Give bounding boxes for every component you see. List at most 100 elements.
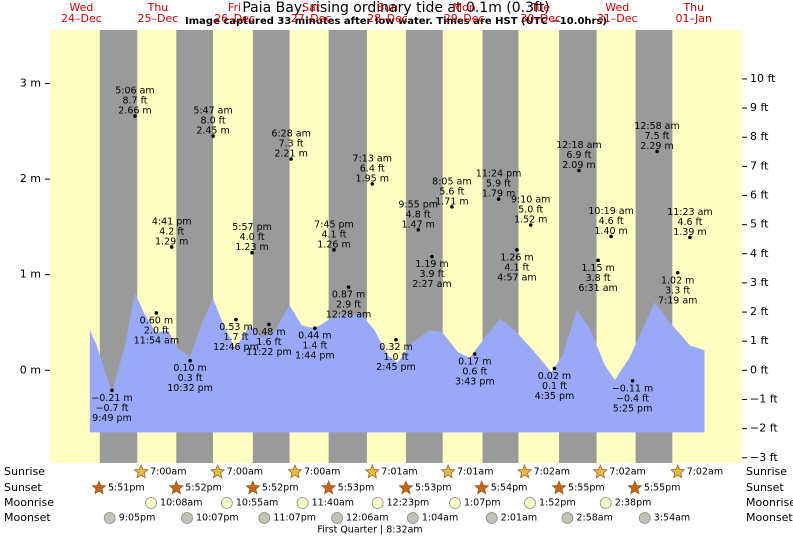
chart-title: Paia Bay: rising ordinary tide at 0.1m (…	[242, 0, 549, 16]
extreme-label: 11:54 am	[134, 335, 179, 346]
extreme-label: 12:28 am	[326, 310, 371, 321]
extreme-label: 2:27 am	[412, 279, 451, 290]
extreme-dot	[655, 149, 659, 154]
extreme-label: 0.87 m	[332, 290, 365, 301]
day-date: 25–Dec	[138, 12, 179, 25]
y2-tick-label: 7 ft	[750, 159, 769, 172]
event-time: 5:52pm	[262, 483, 299, 494]
extreme-dot	[133, 114, 137, 118]
event-time: 5:53pm	[338, 483, 375, 494]
extreme-label: 0.44 m	[298, 331, 331, 342]
y2-tick-label: 10 ft	[750, 72, 776, 85]
y2-tick-label: 5 ft	[750, 218, 769, 231]
extreme-label: 1.39 m	[673, 227, 706, 238]
sun-icon	[168, 480, 184, 495]
extreme-label: 1.26 m	[317, 239, 350, 250]
extreme-label: 6:28 am	[271, 129, 310, 140]
day-date: 27–Dec	[291, 12, 332, 25]
extreme-label: 1.40 m	[594, 226, 627, 237]
extreme-label: 9:55 pm	[398, 199, 438, 210]
extreme-label: 7.5 ft	[645, 131, 670, 142]
extreme-dot	[430, 254, 434, 259]
extreme-label: 1.15 m	[581, 263, 614, 274]
extreme-label: 11:22 pm	[246, 347, 292, 358]
extreme-label: 1.47 m	[401, 219, 434, 230]
moon-icon	[258, 512, 271, 524]
extreme-dot	[110, 388, 114, 393]
y2-tick-label: 9 ft	[750, 101, 769, 114]
extreme-label: 1.4 ft	[302, 341, 327, 352]
extreme-dot	[234, 317, 238, 322]
extreme-label: 1.6 ft	[256, 337, 281, 348]
extreme-label: 2:45 pm	[376, 362, 416, 373]
moon-icon	[181, 512, 193, 524]
event-time: 12:23pm	[387, 498, 430, 509]
extreme-label: 2.66 m	[118, 106, 151, 117]
row-label: Sunset	[746, 481, 784, 494]
event-time: 5:52pm	[185, 483, 222, 494]
extreme-dot	[250, 250, 254, 255]
y-tick-label: 0 m	[20, 363, 41, 376]
day-date: 01–Jan	[676, 12, 712, 25]
moon-icon	[220, 497, 233, 509]
extreme-label: 2.0 ft	[144, 325, 169, 336]
extreme-label: 2.9 ft	[336, 300, 361, 311]
event-time: 5:51pm	[108, 483, 145, 494]
day-weekday: Wed	[69, 1, 93, 14]
moon-icon	[638, 512, 651, 524]
extreme-dot	[596, 258, 600, 263]
sun-icon	[474, 480, 490, 495]
extreme-label: 4.8 ft	[406, 209, 431, 220]
moon-icon	[145, 497, 157, 509]
day-date: 29–Dec	[444, 12, 485, 25]
extreme-label: 0.17 m	[458, 357, 491, 368]
extreme-dot	[577, 168, 581, 173]
extreme-dot	[332, 248, 336, 252]
extreme-dot	[450, 205, 454, 209]
extreme-dot	[211, 134, 215, 138]
extreme-label: 6.9 ft	[566, 150, 591, 161]
extreme-label: 1.0 ft	[383, 352, 408, 363]
y-tick-label: 3 m	[20, 77, 41, 90]
y2-tick-label: −1 ft	[750, 392, 778, 405]
extreme-dot	[609, 234, 613, 239]
extreme-label: 1.7 ft	[223, 332, 248, 343]
day-weekday: Tue	[530, 1, 550, 14]
moon-icon	[485, 512, 498, 524]
extreme-dot	[552, 366, 557, 371]
extreme-label: 12:58 am	[634, 121, 679, 132]
extreme-dot	[267, 322, 271, 327]
extreme-label: 11:24 pm	[476, 169, 522, 180]
extreme-label: 4:41 pm	[152, 216, 192, 227]
extreme-dot	[346, 285, 351, 289]
extreme-dot	[675, 270, 680, 275]
row-label: Moonset	[746, 511, 793, 524]
extreme-dot	[370, 182, 375, 186]
extreme-label: 2.45 m	[196, 126, 229, 137]
y2-tick-label: −2 ft	[750, 422, 778, 435]
row-label: Moonset	[4, 511, 51, 524]
sun-icon	[133, 464, 149, 479]
row-label: Moonrise	[746, 496, 793, 509]
moon-phase: First Quarter | 8:32am	[317, 525, 422, 536]
extreme-dot	[515, 248, 519, 252]
extreme-label: 6:31 am	[578, 283, 617, 294]
event-time: 5:54pm	[491, 483, 528, 494]
extreme-label: 7:19 am	[658, 295, 697, 306]
sun-icon	[245, 480, 261, 495]
extreme-label: 2.29 m	[640, 141, 673, 152]
day-weekday: Mon	[453, 1, 476, 14]
event-time: 7:01am	[381, 467, 417, 478]
extreme-label: 2.21 m	[274, 149, 307, 160]
day-date: 31–Dec	[597, 12, 638, 25]
extreme-label: 0.48 m	[252, 327, 285, 338]
sun-icon	[321, 480, 337, 495]
extreme-label: 1.23 m	[235, 242, 268, 253]
extreme-label: 0.32 m	[379, 342, 412, 353]
sun-icon	[627, 480, 643, 495]
event-time: 7:01am	[457, 467, 493, 478]
extreme-label: 1.26 m	[500, 252, 533, 263]
sun-icon	[398, 480, 414, 495]
extreme-label: 3.3 ft	[665, 285, 690, 296]
extreme-dot	[688, 235, 692, 240]
